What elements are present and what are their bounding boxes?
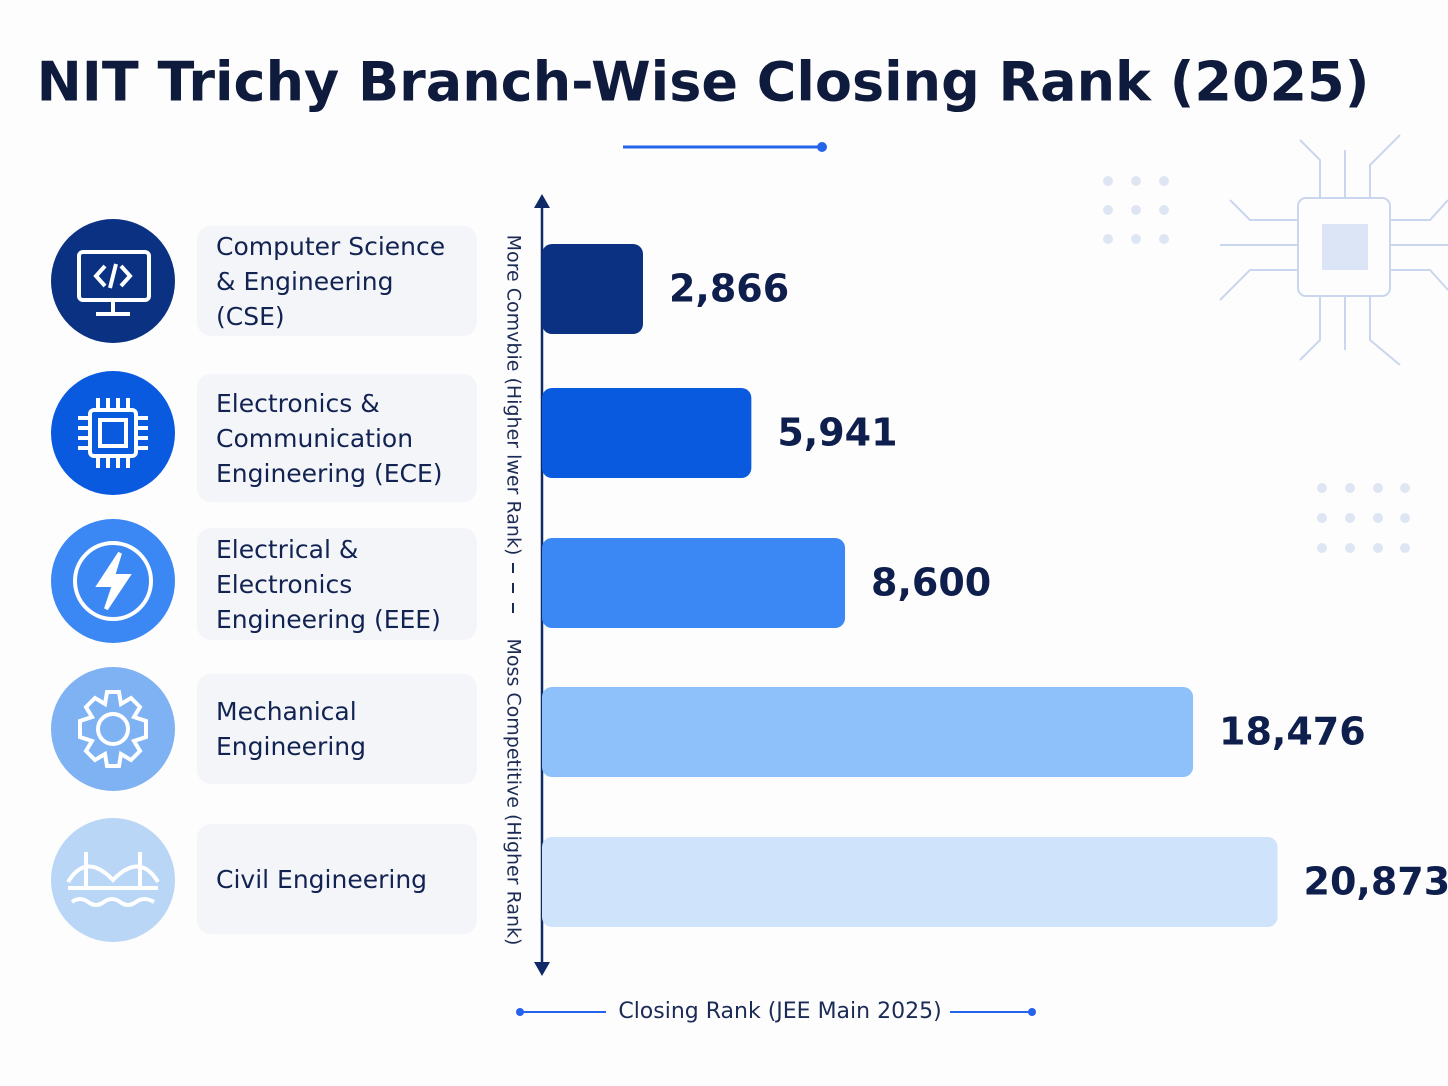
value-label: 2,866 (669, 267, 789, 311)
bar (542, 538, 846, 628)
x-axis-label: Closing Rank (JEE Main 2025) (618, 999, 941, 1024)
bar (542, 837, 1278, 927)
value-label: 8,600 (871, 561, 991, 605)
category-label: Civil Engineering (197, 824, 477, 934)
chart-title: NIT Trichy Branch-Wise Closing Rank (202… (37, 51, 1370, 114)
value-label: 5,941 (777, 411, 897, 455)
x-label-dot (516, 1008, 524, 1016)
category-label: Electrical & Electronics Engineering (EE… (197, 528, 477, 640)
x-label-dot (1028, 1008, 1036, 1016)
axis-label-top: More Comvbie (Higher lwer Rank) (503, 235, 525, 556)
title-underline-dot (817, 142, 827, 152)
category-label: Computer Science & Engineering (CSE) (197, 226, 477, 336)
category-label: Mechanical Engineering (197, 674, 477, 784)
value-label: 20,873 (1304, 860, 1448, 904)
bar (542, 687, 1194, 777)
category-label: Electronics & Communication Engineering … (197, 374, 477, 502)
axis-label-bottom: Moss Competitive (Higher Rank) (503, 639, 525, 946)
icons (51, 219, 175, 942)
value-label: 18,476 (1219, 710, 1366, 754)
bar (542, 388, 752, 478)
decoration (1219, 134, 1448, 366)
bar (542, 244, 643, 334)
dot-grid (1103, 176, 1410, 553)
